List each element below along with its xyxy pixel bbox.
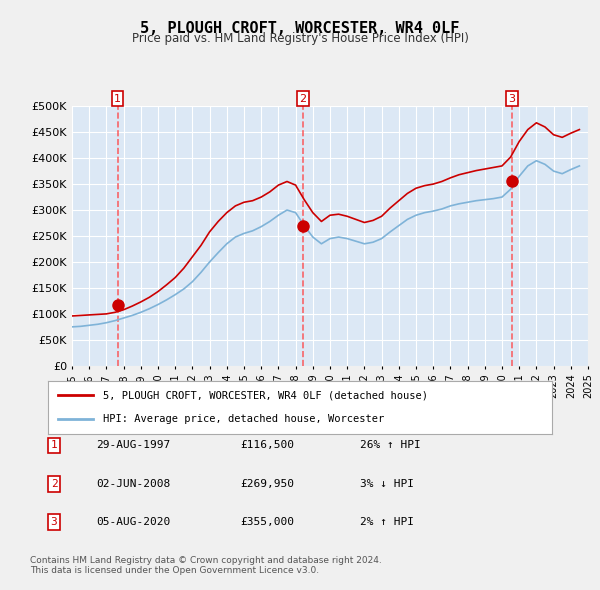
Text: 2: 2 xyxy=(299,94,307,104)
Text: Price paid vs. HM Land Registry's House Price Index (HPI): Price paid vs. HM Land Registry's House … xyxy=(131,32,469,45)
Text: HPI: Average price, detached house, Worcester: HPI: Average price, detached house, Worc… xyxy=(103,414,385,424)
Text: 1: 1 xyxy=(114,94,121,104)
Text: 5, PLOUGH CROFT, WORCESTER, WR4 0LF: 5, PLOUGH CROFT, WORCESTER, WR4 0LF xyxy=(140,21,460,35)
Text: 2: 2 xyxy=(50,479,58,489)
Text: £269,950: £269,950 xyxy=(240,479,294,489)
Text: 3: 3 xyxy=(509,94,515,104)
Text: 2% ↑ HPI: 2% ↑ HPI xyxy=(360,517,414,527)
Text: Contains HM Land Registry data © Crown copyright and database right 2024.
This d: Contains HM Land Registry data © Crown c… xyxy=(30,556,382,575)
Text: 5, PLOUGH CROFT, WORCESTER, WR4 0LF (detached house): 5, PLOUGH CROFT, WORCESTER, WR4 0LF (det… xyxy=(103,391,428,401)
Text: 29-AUG-1997: 29-AUG-1997 xyxy=(96,441,170,450)
Text: 1: 1 xyxy=(50,441,58,450)
Text: 05-AUG-2020: 05-AUG-2020 xyxy=(96,517,170,527)
Text: 02-JUN-2008: 02-JUN-2008 xyxy=(96,479,170,489)
Text: 3% ↓ HPI: 3% ↓ HPI xyxy=(360,479,414,489)
Text: 26% ↑ HPI: 26% ↑ HPI xyxy=(360,441,421,450)
Text: £116,500: £116,500 xyxy=(240,441,294,450)
Text: 3: 3 xyxy=(50,517,58,527)
Text: £355,000: £355,000 xyxy=(240,517,294,527)
